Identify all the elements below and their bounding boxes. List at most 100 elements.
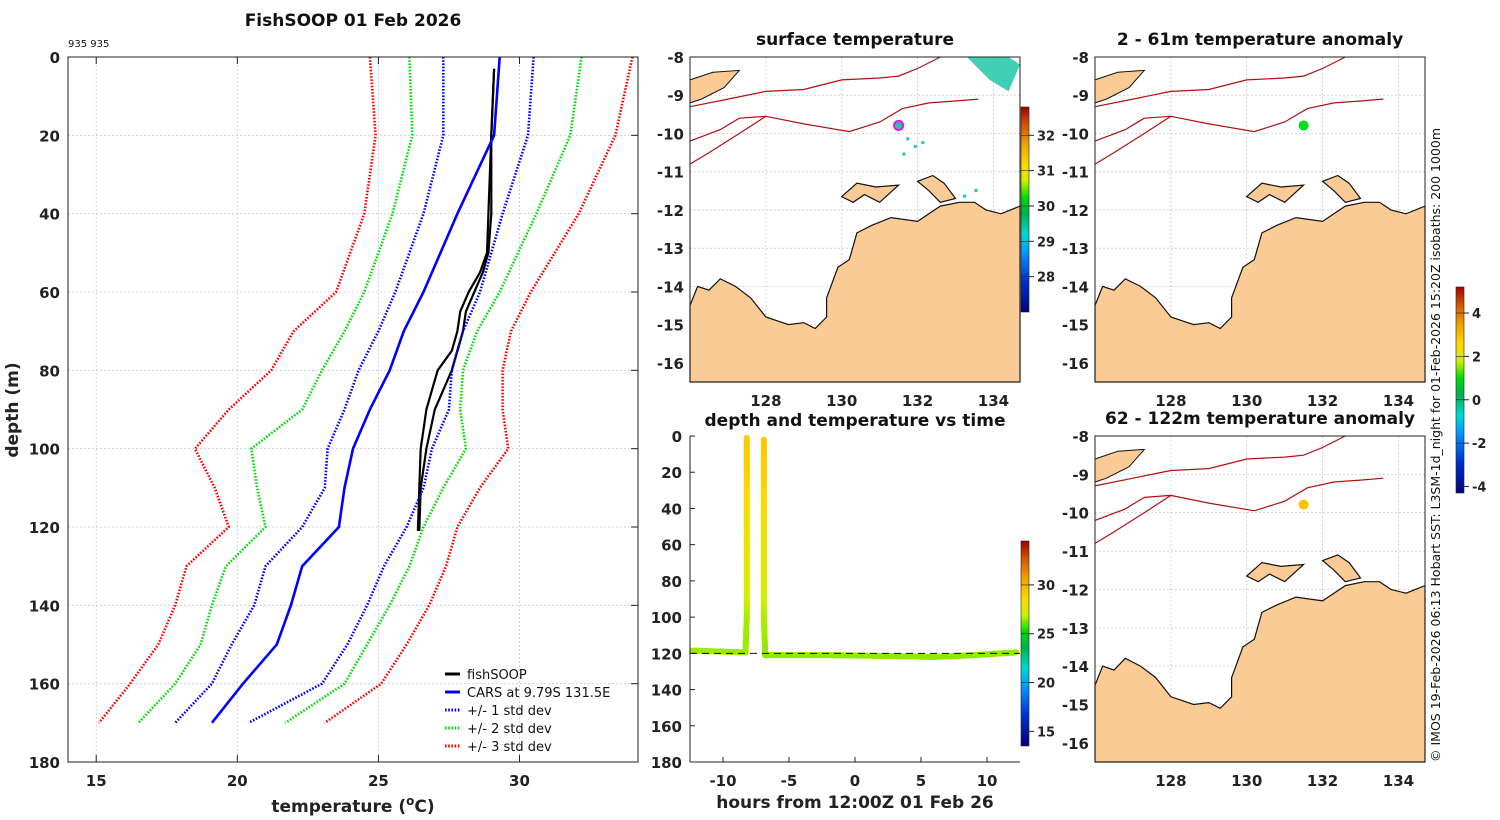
colorbar-tick-label: 28 [1037,271,1055,286]
y-tick-label: 0 [672,428,682,446]
isobath-200m [1094,494,1172,544]
colorbar-tick-label: 30 [1037,579,1055,594]
x-tick-label: 130 [826,392,857,410]
depth-time-title: depth and temperature vs time [705,411,1006,431]
series-line--2-std-dev-upper [284,56,583,724]
sst-data-pixel [921,141,925,145]
x-tick-label: 10 [977,772,998,790]
y-tick-label: -10 [1062,125,1089,143]
isobath-200m [689,115,767,165]
colorbar-tick-label: 2 [1472,350,1481,365]
y-tick-label: -8 [1072,428,1089,446]
anomaly-shallow-map: 2 - 61m temperature anomaly 128 130 132 134 -… [1062,30,1426,410]
x-tick-label: 128 [1155,392,1186,410]
map-title: 2 - 61m temperature anomaly [1117,30,1403,50]
y-tick-label: 160 [651,718,682,736]
y-tick-label: -14 [1062,278,1089,296]
depth-time-chart: depth and temperature vs time-10 -5 0 5 1002… [651,411,1020,813]
y-tick-label: -11 [1062,164,1089,182]
colorbar-tick-label: 31 [1037,165,1055,180]
y-tick-label: -11 [1062,543,1089,561]
colorbar-tick-label: 0 [1472,394,1481,409]
y-tick-label: 140 [651,682,682,700]
colorbar-tick-label: 32 [1037,129,1055,144]
land-island [1245,182,1306,204]
y-tick-label: 140 [29,597,60,615]
map-axes-box [1094,435,1426,763]
profile-ticks: 15 20 25 30 0 20 40 60 80 100 120 140 160 180 [29,49,638,790]
isobath-1000m [1094,56,1346,108]
anomaly-colorbar: -4 -2 0 2 4 [1455,286,1486,495]
legend-label: +/- 1 std dev [467,704,552,719]
profile-ylabel: depth (m) [3,362,23,457]
y-tick-label: 180 [29,754,60,772]
x-tick-label: 128 [1155,772,1186,790]
y-tick-label: 80 [661,573,682,591]
y-tick-label: -9 [667,87,684,105]
profile-series [97,56,634,724]
isobath-200m [1094,477,1384,521]
land-peninsula [1321,554,1362,583]
y-tick-label: -12 [1062,581,1089,599]
colorbar-tick-label: 20 [1037,677,1055,692]
land-peninsula [1321,174,1362,203]
sst-data-pixel [902,152,906,156]
x-tick-label: 134 [978,392,1009,410]
y-tick-label: 60 [39,284,60,302]
sst-data-pixel [913,144,917,148]
anomaly-point [1298,120,1309,131]
x-tick-label: 130 [1231,392,1262,410]
land-peninsula [916,174,957,203]
isobath-200m [1094,98,1384,142]
x-tick-label: 15 [86,772,107,790]
y-tick-label: 100 [29,441,60,459]
land-australia [689,201,1021,383]
legend-label: +/- 2 std dev [467,722,552,737]
sst-map: surface temperature 128 130 132 134 -8 -9 -10 -1… [657,30,1021,410]
y-tick-label: -10 [1062,505,1089,523]
y-tick-label: -12 [657,202,684,220]
x-tick-label: 0 [850,772,860,790]
profile-legend: fishSOOP CARS at 9.79S 131.5E +/- 1 std de… [445,668,610,755]
profile-axes-box [67,56,639,763]
depth-time-colorbar: 15 20 25 30 [1020,540,1055,747]
isobath-1000m [689,56,941,108]
colorbar-tick-label: -4 [1472,480,1486,495]
y-tick-label: -13 [1062,240,1089,258]
sst-data-pixel [906,137,910,141]
x-tick-label: 132 [1307,392,1338,410]
y-tick-label: 0 [50,49,60,67]
sst-data-patch [966,57,1020,92]
anomaly-deep-map: 62 - 122m temperature anomaly 128 130 132 13… [1062,409,1426,790]
y-tick-label: -15 [1062,696,1089,714]
x-tick-label: 130 [1231,772,1262,790]
map-axes-box [1094,56,1426,383]
anomaly-point [1298,499,1309,510]
y-tick-label: -10 [657,125,684,143]
x-tick-label: -5 [781,772,798,790]
colorbar-tick-label: 25 [1037,628,1055,643]
y-tick-label: -13 [657,240,684,258]
x-tick-label: 5 [916,772,926,790]
y-tick-label: 40 [39,206,60,224]
land-australia [1094,201,1426,383]
series-line-fishsoop [416,68,496,531]
x-tick-label: 132 [902,392,933,410]
sst-data-pixel [974,188,978,192]
map-title: 62 - 122m temperature anomaly [1105,409,1415,429]
y-tick-label: -14 [1062,658,1089,676]
x-tick-label: 128 [750,392,781,410]
colorbar-gradient [1020,106,1030,313]
y-tick-label: -8 [667,49,684,67]
y-tick-label: -8 [1072,49,1089,67]
colorbar-tick-label: 4 [1472,307,1481,322]
legend-label: fishSOOP [467,668,527,683]
y-tick-label: -16 [1062,735,1089,753]
x-tick-label: 20 [227,772,248,790]
y-tick-label: -9 [1072,87,1089,105]
profile-title: FishSOOP 01 Feb 2026 [245,11,462,31]
series-line--1-std-dev-upper [247,56,535,724]
series-line--2-std-dev [137,56,414,724]
y-tick-label: 180 [651,754,682,772]
